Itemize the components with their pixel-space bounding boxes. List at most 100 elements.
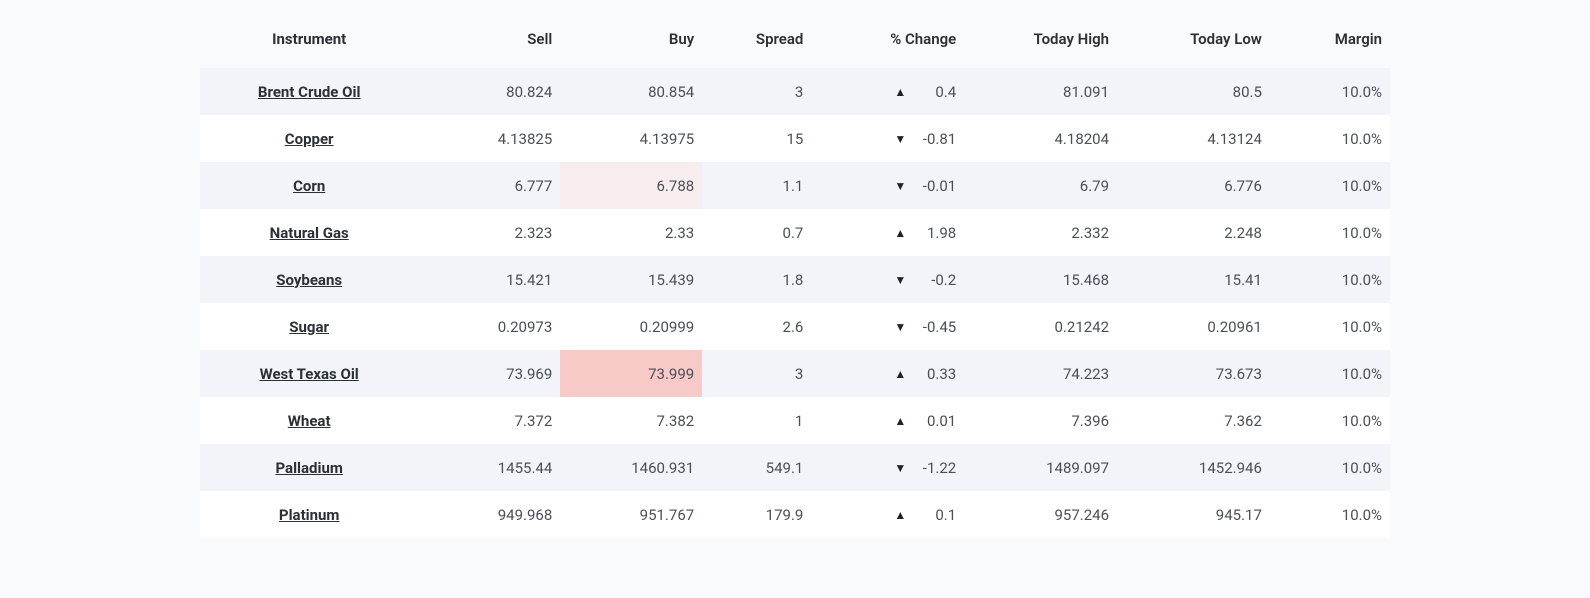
cell-spread: 3 <box>702 68 811 115</box>
cell-sell: 80.824 <box>418 68 560 115</box>
cell-high: 81.091 <box>964 68 1117 115</box>
arrow-down-icon: ▼ <box>894 274 906 286</box>
cell-buy: 1460.931 <box>560 444 702 491</box>
cell-sell: 1455.44 <box>418 444 560 491</box>
cell-spread: 1 <box>702 397 811 444</box>
cell-buy: 0.20999 <box>560 303 702 350</box>
cell-buy: 6.788 <box>560 162 702 209</box>
cell-margin: 10.0% <box>1270 350 1390 397</box>
instrument-link[interactable]: Natural Gas <box>270 224 349 242</box>
cell-change: ▲ 0.33 <box>811 350 964 397</box>
cell-sell: 7.372 <box>418 397 560 444</box>
arrow-up-icon: ▲ <box>894 509 906 521</box>
change-value: -0.81 <box>916 130 956 148</box>
instrument-link[interactable]: Corn <box>293 177 325 195</box>
cell-sell: 4.13825 <box>418 115 560 162</box>
commodity-price-table: Instrument Sell Buy Spread % Change Toda… <box>200 20 1390 538</box>
cell-sell: 949.968 <box>418 491 560 538</box>
instrument-link[interactable]: Soybeans <box>276 271 342 289</box>
cell-change: ▼ -0.01 <box>811 162 964 209</box>
cell-margin: 10.0% <box>1270 162 1390 209</box>
table-header-row: Instrument Sell Buy Spread % Change Toda… <box>200 20 1390 68</box>
col-high[interactable]: Today High <box>964 20 1117 68</box>
cell-high: 2.332 <box>964 209 1117 256</box>
cell-spread: 549.1 <box>702 444 811 491</box>
table-row: Soybeans15.42115.4391.8▼-0.215.46815.411… <box>200 256 1390 303</box>
cell-margin: 10.0% <box>1270 491 1390 538</box>
cell-spread: 2.6 <box>702 303 811 350</box>
table-row: Wheat7.3727.3821▲0.017.3967.36210.0% <box>200 397 1390 444</box>
cell-spread: 15 <box>702 115 811 162</box>
cell-buy: 2.33 <box>560 209 702 256</box>
instrument-link[interactable]: Palladium <box>275 459 342 477</box>
cell-margin: 10.0% <box>1270 209 1390 256</box>
cell-low: 15.41 <box>1117 256 1270 303</box>
table-row: Brent Crude Oil 80.82480.8543▲0.481.09180… <box>200 68 1390 115</box>
table-row: Natural Gas2.3232.330.7▲1.982.3322.24810… <box>200 209 1390 256</box>
cell-instrument: Platinum <box>200 491 418 538</box>
instrument-link[interactable]: Sugar <box>289 318 329 336</box>
cell-buy: 73.999 <box>560 350 702 397</box>
col-margin[interactable]: Margin <box>1270 20 1390 68</box>
arrow-up-icon: ▲ <box>894 86 906 98</box>
cell-change: ▼-0.45 <box>811 303 964 350</box>
cell-high: 0.21242 <box>964 303 1117 350</box>
cell-instrument: Copper <box>200 115 418 162</box>
col-sell[interactable]: Sell <box>418 20 560 68</box>
cell-change: ▲0.4 <box>811 68 964 115</box>
cell-low: 1452.946 <box>1117 444 1270 491</box>
col-change[interactable]: % Change <box>811 20 964 68</box>
cell-instrument: Natural Gas <box>200 209 418 256</box>
cell-low: 80.5 <box>1117 68 1270 115</box>
cell-sell: 6.777 <box>418 162 560 209</box>
instrument-link[interactable]: Brent Crude Oil <box>258 83 361 101</box>
change-value: 1.98 <box>916 224 956 242</box>
arrow-up-icon: ▲ <box>894 368 906 380</box>
commodity-price-table-container: Instrument Sell Buy Spread % Change Toda… <box>0 0 1590 558</box>
cell-change: ▲1.98 <box>811 209 964 256</box>
table-row: Copper4.138254.1397515▼-0.814.182044.131… <box>200 115 1390 162</box>
cell-instrument: Sugar <box>200 303 418 350</box>
change-value: 0.33 <box>916 365 956 383</box>
change-value: -0.01 <box>916 177 956 195</box>
instrument-link[interactable]: West Texas Oil <box>260 365 359 383</box>
change-value: -0.2 <box>916 271 956 289</box>
col-low[interactable]: Today Low <box>1117 20 1270 68</box>
cell-low: 73.673 <box>1117 350 1270 397</box>
table-row: West Texas Oil73.96973.9993▲0.3374.22373… <box>200 350 1390 397</box>
cell-high: 15.468 <box>964 256 1117 303</box>
cell-low: 6.776 <box>1117 162 1270 209</box>
cell-change: ▼-0.81 <box>811 115 964 162</box>
cell-low: 945.17 <box>1117 491 1270 538</box>
change-value: -1.22 <box>916 459 956 477</box>
cell-instrument: Palladium <box>200 444 418 491</box>
cell-buy: 7.382 <box>560 397 702 444</box>
change-value: 0.1 <box>916 506 956 524</box>
cell-margin: 10.0% <box>1270 303 1390 350</box>
cell-spread: 0.7 <box>702 209 811 256</box>
cell-margin: 10.0% <box>1270 115 1390 162</box>
change-value: -0.45 <box>916 318 956 336</box>
col-buy[interactable]: Buy <box>560 20 702 68</box>
cell-buy: 15.439 <box>560 256 702 303</box>
arrow-down-icon: ▼ <box>894 462 906 474</box>
cell-instrument: West Texas Oil <box>200 350 418 397</box>
instrument-link[interactable]: Copper <box>285 130 334 148</box>
instrument-link[interactable]: Platinum <box>279 506 340 524</box>
cell-margin: 10.0% <box>1270 444 1390 491</box>
col-spread[interactable]: Spread <box>702 20 811 68</box>
cell-buy: 951.767 <box>560 491 702 538</box>
cell-spread: 3 <box>702 350 811 397</box>
instrument-link[interactable]: Wheat <box>288 412 331 430</box>
cell-spread: 1.1 <box>702 162 811 209</box>
cell-spread: 179.9 <box>702 491 811 538</box>
cell-low: 4.13124 <box>1117 115 1270 162</box>
cell-instrument: Wheat <box>200 397 418 444</box>
table-row: Corn6.7776.7881.1▼-0.016.796.77610.0% <box>200 162 1390 209</box>
cell-buy: 80.854 <box>560 68 702 115</box>
col-instrument[interactable]: Instrument <box>200 20 418 68</box>
cell-sell: 0.20973 <box>418 303 560 350</box>
arrow-down-icon: ▼ <box>894 180 906 192</box>
cell-change: ▲ 0.1 <box>811 491 964 538</box>
cell-high: 7.396 <box>964 397 1117 444</box>
